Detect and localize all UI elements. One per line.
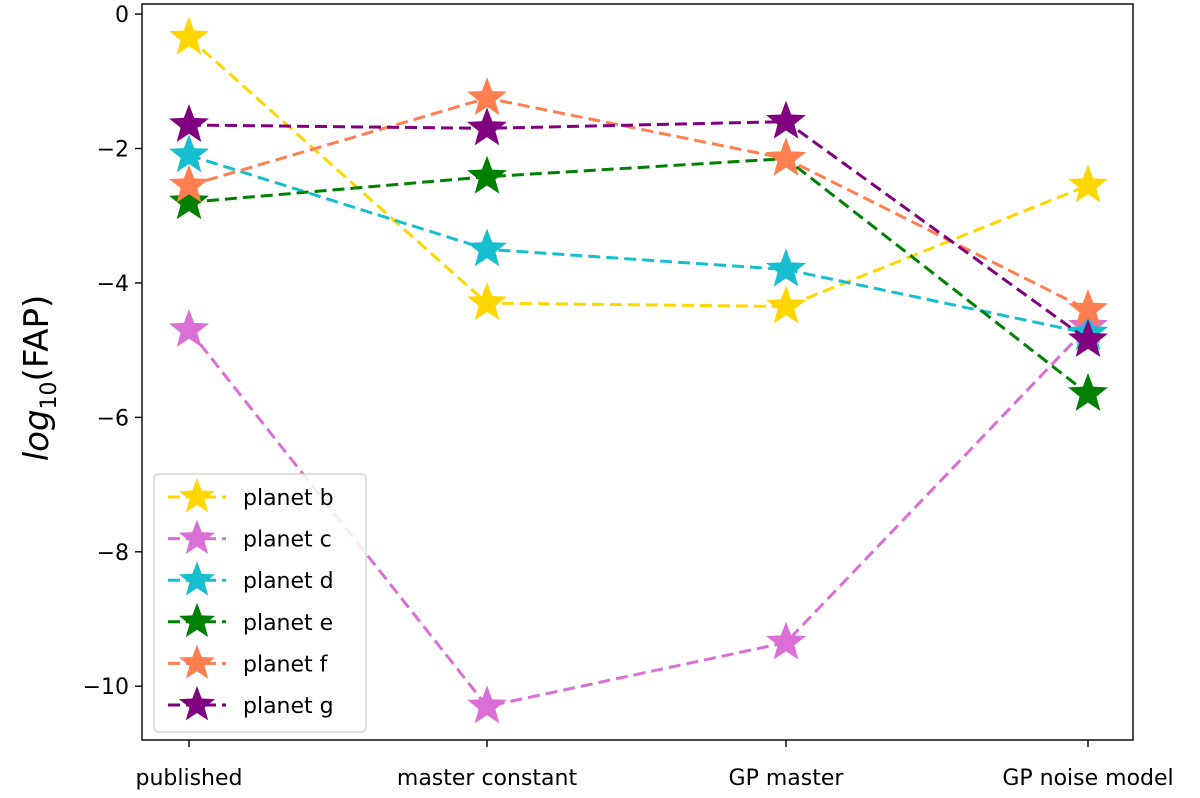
legend-label: planet e (243, 611, 333, 636)
legend-star (178, 478, 216, 513)
axes-frame (141, 3, 1134, 741)
legend-label: planet d (243, 569, 334, 594)
legend-item: planet f (168, 644, 329, 679)
data-point-star (467, 77, 507, 116)
data-point-star (169, 134, 209, 173)
y-tick-label: −8 (97, 541, 129, 566)
legend-item: planet d (168, 561, 334, 596)
y-tick-label: −2 (97, 138, 129, 163)
data-point-star (169, 181, 209, 220)
y-axis-label: log10(FAP) (17, 295, 62, 462)
x-tick-label: GP noise model (1002, 766, 1173, 791)
data-point-star (169, 16, 209, 55)
y-axis-label-tail: (FAP) (17, 295, 57, 382)
data-point-star (467, 228, 507, 267)
y-axis: 0 −2 −4 −6 −8 −10 (83, 3, 142, 700)
data-point-star (766, 100, 806, 139)
data-point-star (1068, 372, 1108, 411)
legend-star (178, 519, 216, 554)
data-point-star (467, 685, 507, 724)
y-axis-label-sub: 10 (37, 381, 62, 409)
series-planet-f (169, 77, 1108, 327)
legend-item: planet c (168, 519, 332, 554)
series-line (188, 153, 1089, 335)
data-point-star (1068, 164, 1108, 203)
legend-star (178, 561, 216, 596)
series-line (188, 96, 1089, 312)
legend-item: planet b (168, 478, 334, 513)
data-point-star (169, 164, 209, 203)
series-planet-b (169, 16, 1108, 324)
legend-label: planet g (243, 694, 334, 719)
x-tick-label: published (135, 766, 242, 791)
legend-star (178, 602, 216, 638)
x-tick-label: GP master (729, 766, 845, 791)
series-line (188, 36, 1089, 308)
y-tick-label: −10 (83, 675, 129, 700)
data-point-star (766, 137, 806, 176)
data-point-star (169, 308, 209, 347)
x-axis: published master constant GP master GP nois… (135, 740, 1174, 791)
legend-label: planet f (243, 652, 329, 677)
series-line (188, 120, 1089, 342)
data-point-star (1068, 288, 1108, 327)
data-point-star (467, 155, 507, 194)
y-axis-label-main: log (17, 409, 57, 461)
legend-label: planet c (243, 528, 332, 553)
legend: planet b planet c planet d planet e planet f… (153, 473, 367, 733)
data-point-star (766, 248, 806, 287)
x-tick-label: master constant (397, 766, 578, 791)
data-point-star (766, 285, 806, 324)
y-tick-label: −6 (97, 406, 129, 431)
data-point-star (467, 282, 507, 321)
y-tick-label: −4 (97, 272, 129, 297)
legend-item: planet g (168, 686, 334, 721)
y-tick-label: 0 (115, 3, 129, 28)
legend-star (178, 686, 216, 721)
legend-star (178, 644, 216, 679)
legend-label: planet b (243, 486, 334, 511)
data-point-star (467, 107, 507, 146)
series-planet-g (169, 100, 1108, 358)
legend-item: planet e (168, 602, 333, 638)
data-point-star (169, 103, 209, 142)
data-point-star (1068, 319, 1108, 358)
data-point-star (766, 621, 806, 660)
series-line (188, 157, 1089, 396)
